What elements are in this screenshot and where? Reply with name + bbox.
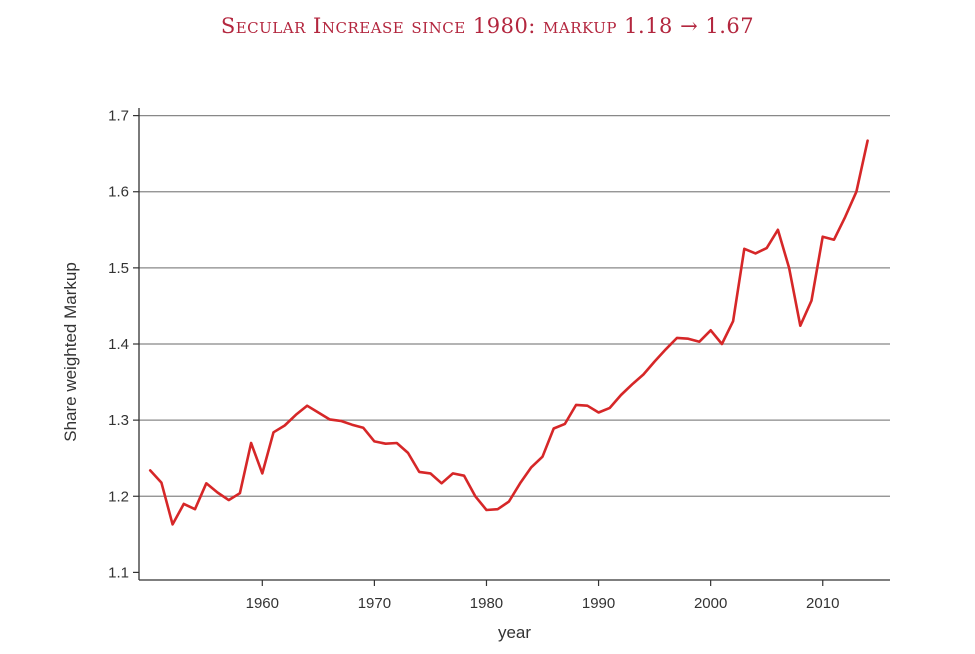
chart-title-arrow: →	[680, 14, 699, 38]
y-tick-label: 1.1	[108, 564, 129, 581]
x-tick-label: 1970	[358, 595, 391, 612]
y-tick-label: 1.2	[108, 488, 129, 505]
chart-title-text: Secular Increase since 1980: markup	[220, 14, 617, 38]
chart-title-from: 1.18	[624, 14, 673, 38]
series-group	[148, 139, 869, 526]
x-tick-label: 2010	[806, 595, 839, 612]
x-tick-label: 1980	[470, 595, 503, 612]
x-axis-ticks: 1960 1970 1980 1990 2000 2010	[246, 580, 839, 612]
y-tick-label: 1.6	[108, 184, 129, 201]
y-axis-label: Share weighted Markup	[61, 262, 80, 442]
x-tick-label: 1960	[246, 595, 279, 612]
grid-lines	[139, 115, 890, 497]
x-tick-label: 1990	[582, 595, 615, 612]
y-tick-label: 1.7	[108, 108, 129, 125]
y-axis-ticks: 1.1 1.2 1.3 1.4 1.5 1.6 1.7	[108, 108, 139, 581]
y-tick-label: 1.5	[108, 260, 129, 277]
x-tick-label: 2000	[694, 595, 727, 612]
x-axis-label: year	[498, 623, 531, 642]
chart-title: Secular Increase since 1980: markup 1.18…	[0, 14, 975, 38]
chart-title-to: 1.67	[705, 14, 755, 38]
series-line-markup	[148, 139, 869, 526]
y-tick-label: 1.4	[108, 336, 129, 353]
y-tick-label: 1.3	[108, 412, 129, 429]
